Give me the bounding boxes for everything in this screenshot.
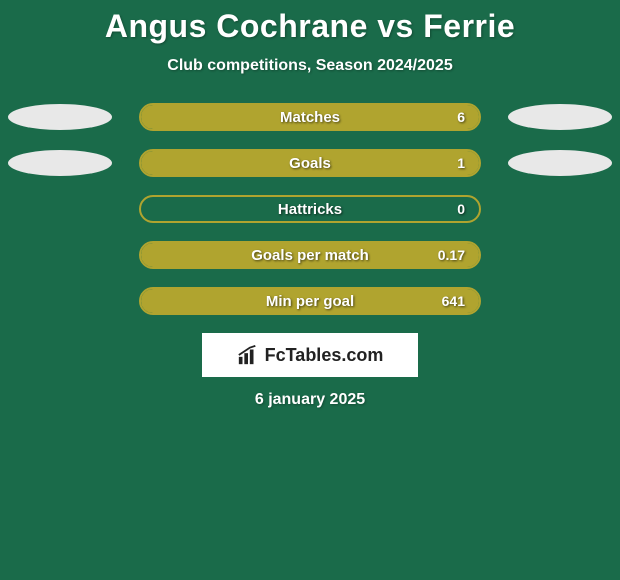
stat-row: Matches 6 [0,103,620,131]
stat-value: 641 [442,293,465,309]
comparison-infographic: Angus Cochrane vs Ferrie Club competitio… [0,0,620,409]
stat-bar: Min per goal 641 [139,287,481,315]
right-marker-slot [505,149,615,177]
player-b-marker [508,150,612,176]
player-b-marker [508,104,612,130]
right-marker-slot [505,241,615,269]
left-marker-slot [5,103,115,131]
stat-label: Goals per match [251,247,369,264]
stat-label: Matches [280,109,340,126]
left-marker-slot [5,241,115,269]
right-marker-slot [505,195,615,223]
right-marker-slot [505,103,615,131]
stat-bar: Goals per match 0.17 [139,241,481,269]
stat-value: 0.17 [438,247,465,263]
generation-date: 6 january 2025 [0,391,620,409]
stat-label: Goals [289,155,331,172]
page-title: Angus Cochrane vs Ferrie [0,8,620,45]
right-marker-slot [505,287,615,315]
stat-bar: Hattricks 0 [139,195,481,223]
stat-value: 6 [457,109,465,125]
stat-row: Min per goal 641 [0,287,620,315]
stat-label: Min per goal [266,293,354,310]
player-a-marker [8,150,112,176]
left-marker-slot [5,287,115,315]
stat-bar: Matches 6 [139,103,481,131]
stat-row: Goals 1 [0,149,620,177]
stat-value: 1 [457,155,465,171]
stat-row: Hattricks 0 [0,195,620,223]
stat-row: Goals per match 0.17 [0,241,620,269]
stat-value: 0 [457,201,465,217]
logo-text: FcTables.com [265,345,384,366]
stat-label: Hattricks [278,201,342,218]
stat-bar: Goals 1 [139,149,481,177]
stats-list: Matches 6 Goals 1 Hattricks 0 Goals per match 0… [0,103,620,315]
page-subtitle: Club competitions, Season 2024/2025 [0,57,620,75]
left-marker-slot [5,195,115,223]
chart-icon [237,344,259,366]
player-a-marker [8,104,112,130]
left-marker-slot [5,149,115,177]
source-logo: FcTables.com [202,333,418,377]
